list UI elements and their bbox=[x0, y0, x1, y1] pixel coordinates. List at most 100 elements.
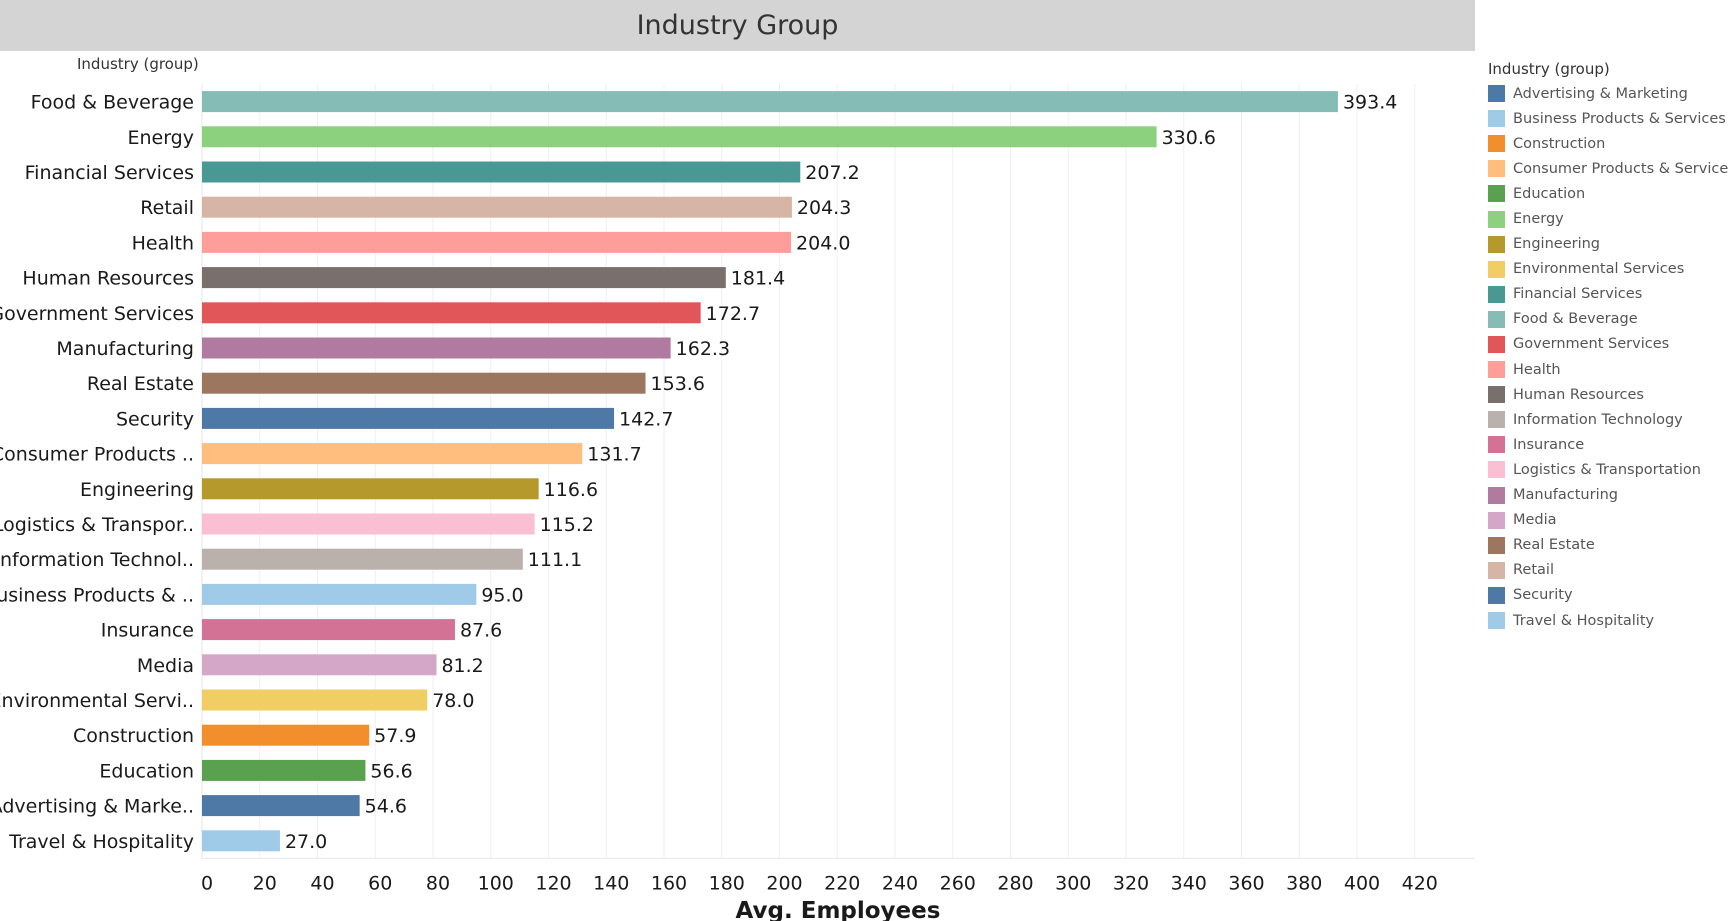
legend-item[interactable]: Retail bbox=[1488, 558, 1729, 583]
x-tick-label: 300 bbox=[1055, 872, 1091, 894]
legend-label: Manufacturing bbox=[1513, 487, 1618, 504]
value-label: 207.2 bbox=[805, 162, 859, 184]
legend-label: Travel & Hospitality bbox=[1513, 612, 1655, 629]
bar[interactable] bbox=[202, 337, 671, 359]
legend-item[interactable]: Education bbox=[1488, 181, 1729, 206]
legend-item[interactable]: Business Products & Services bbox=[1488, 106, 1729, 131]
legend-swatch bbox=[1488, 335, 1505, 353]
bar[interactable] bbox=[202, 91, 1338, 113]
category-label: Health bbox=[132, 232, 194, 254]
x-tick-label: 80 bbox=[426, 872, 450, 894]
legend-item[interactable]: Advertising & Marketing bbox=[1488, 81, 1729, 106]
x-tick-label: 340 bbox=[1171, 872, 1207, 894]
bar[interactable] bbox=[202, 654, 437, 676]
bar[interactable] bbox=[202, 759, 366, 781]
legend-label: Consumer Products & Services bbox=[1513, 160, 1729, 177]
bar[interactable] bbox=[202, 619, 455, 641]
bar[interactable] bbox=[202, 407, 615, 429]
bar[interactable] bbox=[202, 795, 360, 817]
category-label: Human Resources bbox=[22, 268, 194, 290]
bars bbox=[202, 91, 1338, 852]
legend-item[interactable]: Information Technology bbox=[1488, 407, 1729, 432]
bar[interactable] bbox=[202, 583, 477, 605]
legend-item[interactable]: Human Resources bbox=[1488, 382, 1729, 407]
legend-label: Engineering bbox=[1513, 236, 1600, 253]
legend-item[interactable]: Security bbox=[1488, 583, 1729, 608]
legend-item[interactable]: Media bbox=[1488, 508, 1729, 533]
category-label: Security bbox=[116, 408, 194, 430]
bar[interactable] bbox=[202, 231, 792, 253]
legend-item[interactable]: Health bbox=[1488, 357, 1729, 382]
legend-item[interactable]: Environmental Services bbox=[1488, 257, 1729, 282]
value-label: 78.0 bbox=[432, 690, 474, 712]
legend-item[interactable]: Construction bbox=[1488, 131, 1729, 156]
legend-swatch bbox=[1488, 85, 1505, 103]
legend-item[interactable]: Manufacturing bbox=[1488, 483, 1729, 508]
category-label: Business Products & .. bbox=[0, 584, 194, 606]
value-label: 81.2 bbox=[441, 655, 483, 677]
legend-item[interactable]: Energy bbox=[1488, 206, 1729, 231]
category-label: Energy bbox=[127, 127, 194, 149]
legend-item[interactable]: Food & Beverage bbox=[1488, 307, 1729, 332]
value-label: 95.0 bbox=[481, 584, 523, 606]
x-tick-label: 240 bbox=[882, 872, 918, 894]
bar[interactable] bbox=[202, 126, 1157, 148]
category-label: Government Services bbox=[0, 303, 194, 325]
legend-label: Insurance bbox=[1513, 436, 1585, 453]
value-label: 181.4 bbox=[731, 268, 785, 290]
value-label: 172.7 bbox=[706, 303, 760, 325]
legend-item[interactable]: Financial Services bbox=[1488, 282, 1729, 307]
legend-label: Human Resources bbox=[1513, 386, 1644, 403]
legend-label: Media bbox=[1513, 512, 1557, 529]
legend-label: Construction bbox=[1513, 135, 1606, 152]
legend-label: Food & Beverage bbox=[1513, 311, 1638, 328]
legend-title: Industry (group) bbox=[1488, 60, 1610, 78]
bar[interactable] bbox=[202, 302, 701, 324]
bar[interactable] bbox=[202, 513, 535, 535]
bar[interactable] bbox=[202, 830, 280, 852]
value-label: 142.7 bbox=[619, 408, 673, 430]
bar[interactable] bbox=[202, 689, 428, 711]
bar-chart: Industry (group) Food & Beverage Energy Fi… bbox=[0, 55, 1475, 921]
legend-item[interactable]: Engineering bbox=[1488, 232, 1729, 257]
legend-swatch bbox=[1488, 235, 1505, 253]
x-tick-label: 420 bbox=[1402, 872, 1438, 894]
bar[interactable] bbox=[202, 267, 726, 289]
bar[interactable] bbox=[202, 161, 801, 183]
legend-swatch bbox=[1488, 210, 1505, 228]
value-label: 115.2 bbox=[540, 514, 594, 536]
legend-swatch bbox=[1488, 612, 1505, 630]
category-label: Education bbox=[99, 760, 194, 782]
legend-swatch bbox=[1488, 160, 1505, 178]
x-tick-label: 220 bbox=[824, 872, 860, 894]
bar[interactable] bbox=[202, 548, 523, 570]
legend-swatch bbox=[1488, 110, 1505, 128]
legend-swatch bbox=[1488, 561, 1505, 579]
legend-label: Financial Services bbox=[1513, 286, 1643, 303]
category-label: Information Technol.. bbox=[0, 549, 194, 571]
legend-item[interactable]: Insurance bbox=[1488, 432, 1729, 457]
value-label: 204.0 bbox=[796, 232, 850, 254]
category-label: Environmental Servi.. bbox=[0, 690, 194, 712]
x-tick-label: 0 bbox=[201, 872, 213, 894]
value-label: 111.1 bbox=[528, 549, 582, 571]
legend-item[interactable]: Real Estate bbox=[1488, 533, 1729, 558]
legend-item[interactable]: Travel & Hospitality bbox=[1488, 608, 1729, 633]
category-label: Logistics & Transpor.. bbox=[0, 514, 194, 536]
legend-label: Advertising & Marketing bbox=[1513, 85, 1688, 102]
bar[interactable] bbox=[202, 372, 646, 394]
bar[interactable] bbox=[202, 443, 583, 465]
legend-label: Business Products & Services bbox=[1513, 110, 1726, 127]
row-header: Industry (group) bbox=[77, 55, 199, 73]
bar[interactable] bbox=[202, 478, 539, 500]
legend-item[interactable]: Consumer Products & Services bbox=[1488, 156, 1729, 181]
bar[interactable] bbox=[202, 196, 792, 218]
legend-swatch bbox=[1488, 461, 1505, 479]
legend-swatch bbox=[1488, 310, 1505, 328]
value-label: 131.7 bbox=[587, 444, 641, 466]
bar[interactable] bbox=[202, 724, 370, 746]
category-label: Advertising & Marke.. bbox=[0, 796, 194, 818]
legend-item[interactable]: Logistics & Transportation bbox=[1488, 457, 1729, 482]
value-labels: 393.4 330.6 207.2 204.3 204.0 181.4 172.7 162.3… bbox=[285, 92, 1397, 853]
legend-item[interactable]: Government Services bbox=[1488, 332, 1729, 357]
